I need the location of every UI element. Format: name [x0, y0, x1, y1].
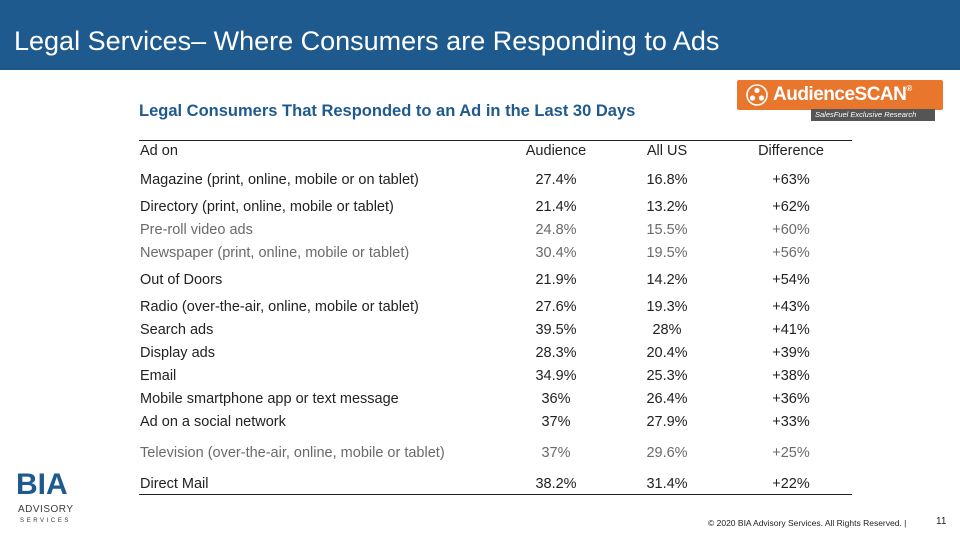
- row-difference: +54%: [772, 272, 810, 288]
- row-audience: 36%: [541, 391, 571, 407]
- row-audience: 39.5%: [535, 322, 577, 338]
- row-label: Pre-roll video ads: [140, 222, 253, 238]
- row-label: Television (over-the-air, online, mobile…: [140, 445, 445, 461]
- row-difference: +39%: [772, 345, 810, 361]
- table-subtitle: Legal Consumers That Responded to an Ad …: [139, 102, 636, 120]
- bia-logo: BIA ADVISORY SERVICES: [16, 468, 82, 526]
- row-label: Radio (over-the-air, online, mobile or t…: [140, 299, 419, 315]
- row-label: Direct Mail: [140, 476, 209, 492]
- row-label: Directory (print, online, mobile or tabl…: [140, 199, 394, 215]
- row-difference: +22%: [772, 476, 810, 492]
- row-difference: +38%: [772, 368, 810, 384]
- row-label: Display ads: [140, 345, 215, 361]
- audiencescan-wordmark: AudienceSCAN®: [773, 84, 912, 105]
- row-difference: +33%: [772, 414, 810, 430]
- row-audience: 34.9%: [535, 368, 577, 384]
- audiencescan-tag-bar: [811, 109, 935, 121]
- row-label: Newspaper (print, online, mobile or tabl…: [140, 245, 410, 261]
- audiencescan-dots-icon: [746, 84, 768, 106]
- row-all-us: 27.9%: [646, 414, 688, 430]
- page-number: 11: [936, 516, 947, 527]
- row-difference: +36%: [772, 391, 810, 407]
- row-all-us: 28%: [652, 322, 682, 338]
- col-header-difference: Difference: [758, 143, 824, 159]
- row-audience: 27.6%: [535, 299, 577, 315]
- bia-logo-advisory: ADVISORY: [18, 504, 74, 515]
- row-difference: +56%: [772, 245, 810, 261]
- row-all-us: 14.2%: [646, 272, 688, 288]
- col-header-audience: Audience: [525, 143, 587, 159]
- row-all-us: 15.5%: [646, 222, 688, 238]
- header-rule: [139, 140, 852, 141]
- row-audience: 37%: [541, 414, 571, 430]
- row-label: Out of Doors: [140, 272, 223, 288]
- row-label: Ad on a social network: [140, 414, 286, 430]
- row-difference: +25%: [772, 445, 810, 461]
- row-difference: +62%: [772, 199, 810, 215]
- col-header-ad-on: Ad on: [140, 143, 178, 159]
- bia-logo-mark: BIA: [16, 468, 68, 501]
- row-all-us: 25.3%: [646, 368, 688, 384]
- row-audience: 24.8%: [535, 222, 577, 238]
- row-all-us: 26.4%: [646, 391, 688, 407]
- row-audience: 38.2%: [535, 476, 577, 492]
- row-all-us: 16.8%: [646, 172, 688, 188]
- row-all-us: 19.3%: [646, 299, 688, 315]
- row-difference: +63%: [772, 172, 810, 188]
- row-audience: 27.4%: [535, 172, 577, 188]
- row-audience: 28.3%: [535, 345, 577, 361]
- page-title: Legal Services– Where Consumers are Resp…: [14, 26, 720, 56]
- row-label: Mobile smartphone app or text message: [140, 391, 399, 407]
- row-difference: +43%: [772, 299, 810, 315]
- audiencescan-logo: AudienceSCAN® SalesFuel Exclusive Resear…: [737, 80, 943, 122]
- audiencescan-logo-bar: [737, 80, 943, 110]
- bia-logo-services: SERVICES: [20, 518, 72, 524]
- row-label: Search ads: [140, 322, 214, 338]
- row-all-us: 20.4%: [646, 345, 688, 361]
- row-difference: +60%: [772, 222, 810, 238]
- title-bar: Legal Services– Where Consumers are Resp…: [0, 0, 960, 70]
- row-audience: 30.4%: [535, 245, 577, 261]
- row-audience: 37%: [541, 445, 571, 461]
- copyright-footer: © 2020 BIA Advisory Services. All Rights…: [708, 518, 907, 528]
- row-label: Magazine (print, online, mobile or on ta…: [140, 172, 419, 188]
- row-all-us: 13.2%: [646, 199, 688, 215]
- row-all-us: 31.4%: [646, 476, 688, 492]
- row-all-us: 19.5%: [646, 245, 688, 261]
- audiencescan-tagline: SalesFuel Exclusive Research: [815, 110, 917, 119]
- row-all-us: 29.6%: [646, 445, 688, 461]
- row-difference: +41%: [772, 322, 810, 338]
- col-header-all-us: All US: [646, 143, 688, 159]
- bottom-rule: [139, 494, 852, 495]
- row-audience: 21.9%: [535, 272, 577, 288]
- row-label: Email: [140, 368, 177, 384]
- row-audience: 21.4%: [535, 199, 577, 215]
